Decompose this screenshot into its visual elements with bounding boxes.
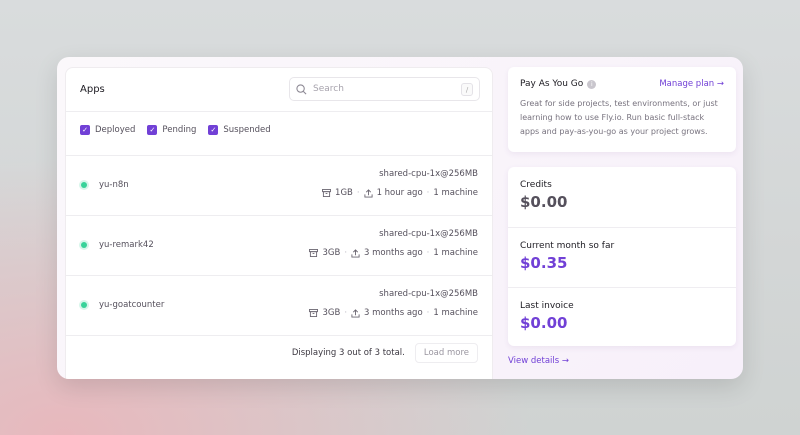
filter-label: Deployed — [95, 125, 136, 135]
apps-title: Apps — [80, 84, 105, 95]
app-row[interactable]: yu-remark42 shared-cpu-1x@256MB 3GB · 3 m… — [66, 215, 492, 275]
checkbox-checked-icon[interactable]: ✓ — [80, 125, 90, 135]
plan-card: Pay As You Go i Manage plan → Great for s… — [508, 67, 736, 152]
search-box[interactable]: / — [289, 77, 480, 101]
credits-item: Credits $0.00 — [508, 167, 736, 227]
last-invoice-item: Last invoice $0.00 — [508, 287, 736, 347]
billing-label: Credits — [520, 180, 552, 190]
app-row[interactable]: yu-goatcounter shared-cpu-1x@256MB 3GB · … — [66, 275, 492, 335]
billing-value: $0.00 — [520, 314, 568, 332]
search-icon — [296, 83, 307, 94]
filter-suspended[interactable]: ✓ Suspended — [208, 125, 271, 135]
divider — [66, 335, 492, 336]
app-name[interactable]: yu-n8n — [99, 180, 129, 190]
app-meta: 3GB · 3 months ago · 1 machine — [309, 308, 478, 318]
volume-icon — [322, 189, 331, 197]
volume-icon — [309, 249, 319, 257]
upload-icon — [364, 188, 373, 198]
plan-title: Pay As You Go — [520, 79, 584, 89]
status-filters: ✓ Deployed ✓ Pending ✓ Suspended — [80, 125, 271, 135]
shortcut-hint: / — [461, 82, 473, 96]
divider — [66, 155, 492, 156]
billing-value: $0.35 — [520, 254, 568, 272]
divider — [66, 111, 492, 112]
status-dot-icon — [81, 302, 87, 308]
checkbox-checked-icon[interactable]: ✓ — [147, 125, 158, 135]
machine-count: 1 machine — [433, 248, 478, 258]
pagination-text: Displaying 3 out of 3 total. — [291, 348, 405, 358]
info-icon[interactable]: i — [587, 79, 597, 89]
billing-label: Last invoice — [520, 301, 574, 311]
filter-deployed[interactable]: ✓ Deployed — [80, 125, 135, 135]
dashboard-window: Apps / ✓ Deployed ✓ Pending ✓ Suspended yu-… — [57, 57, 743, 379]
plan-description: Great for side projects, test environmen… — [520, 99, 718, 136]
billing-label: Current month so far — [520, 241, 615, 251]
deployed-time: 3 months ago — [364, 308, 423, 318]
divider — [66, 275, 492, 276]
app-spec: shared-cpu-1x@256MB — [379, 229, 478, 239]
billing-value: $0.00 — [520, 193, 568, 211]
volume-size: 3GB — [322, 248, 341, 258]
app-name[interactable]: yu-goatcounter — [99, 300, 165, 310]
manage-plan-link[interactable]: Manage plan → — [659, 79, 724, 89]
app-name[interactable]: yu-remark42 — [99, 240, 154, 250]
filter-label: Suspended — [223, 125, 271, 135]
status-dot-icon — [81, 242, 87, 248]
filter-label: Pending — [162, 125, 197, 135]
volume-icon — [309, 309, 319, 317]
app-meta: 3GB · 3 months ago · 1 machine — [309, 248, 478, 258]
billing-card: Credits $0.00 Current month so far $0.35 L… — [508, 167, 736, 346]
app-spec: shared-cpu-1x@256MB — [379, 169, 478, 179]
divider — [66, 215, 492, 216]
view-details-link[interactable]: View details → — [508, 356, 570, 366]
apps-panel: Apps / ✓ Deployed ✓ Pending ✓ Suspended yu-… — [65, 67, 493, 379]
volume-size: 3GB — [322, 308, 341, 318]
status-dot-icon — [81, 182, 87, 188]
machine-count: 1 machine — [433, 308, 478, 318]
upload-icon — [351, 308, 360, 318]
machine-count: 1 machine — [433, 188, 478, 198]
deployed-time: 3 months ago — [364, 248, 423, 258]
app-meta: 1GB · 1 hour ago · 1 machine — [322, 188, 478, 198]
upload-icon — [351, 248, 360, 258]
deployed-time: 1 hour ago — [376, 188, 423, 198]
checkbox-checked-icon[interactable]: ✓ — [208, 125, 219, 135]
volume-size: 1GB — [335, 188, 353, 198]
app-spec: shared-cpu-1x@256MB — [379, 289, 478, 299]
load-more-button[interactable]: Load more — [414, 343, 478, 363]
current-month-item: Current month so far $0.35 — [508, 227, 736, 287]
filter-pending[interactable]: ✓ Pending — [147, 125, 196, 135]
app-row[interactable]: yu-n8n shared-cpu-1x@256MB 1GB · 1 hour a… — [66, 155, 492, 215]
list-footer: Displaying 3 out of 3 total. Load more — [292, 343, 478, 363]
search-input[interactable] — [313, 84, 455, 94]
